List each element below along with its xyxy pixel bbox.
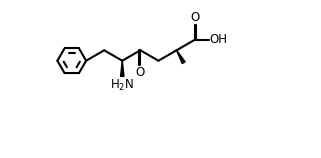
Polygon shape [121, 61, 124, 76]
Text: O: O [190, 11, 199, 24]
Polygon shape [177, 50, 185, 64]
Text: OH: OH [210, 33, 228, 46]
Text: $\mathrm{H_2N}$: $\mathrm{H_2N}$ [110, 77, 134, 93]
Text: O: O [136, 67, 145, 79]
